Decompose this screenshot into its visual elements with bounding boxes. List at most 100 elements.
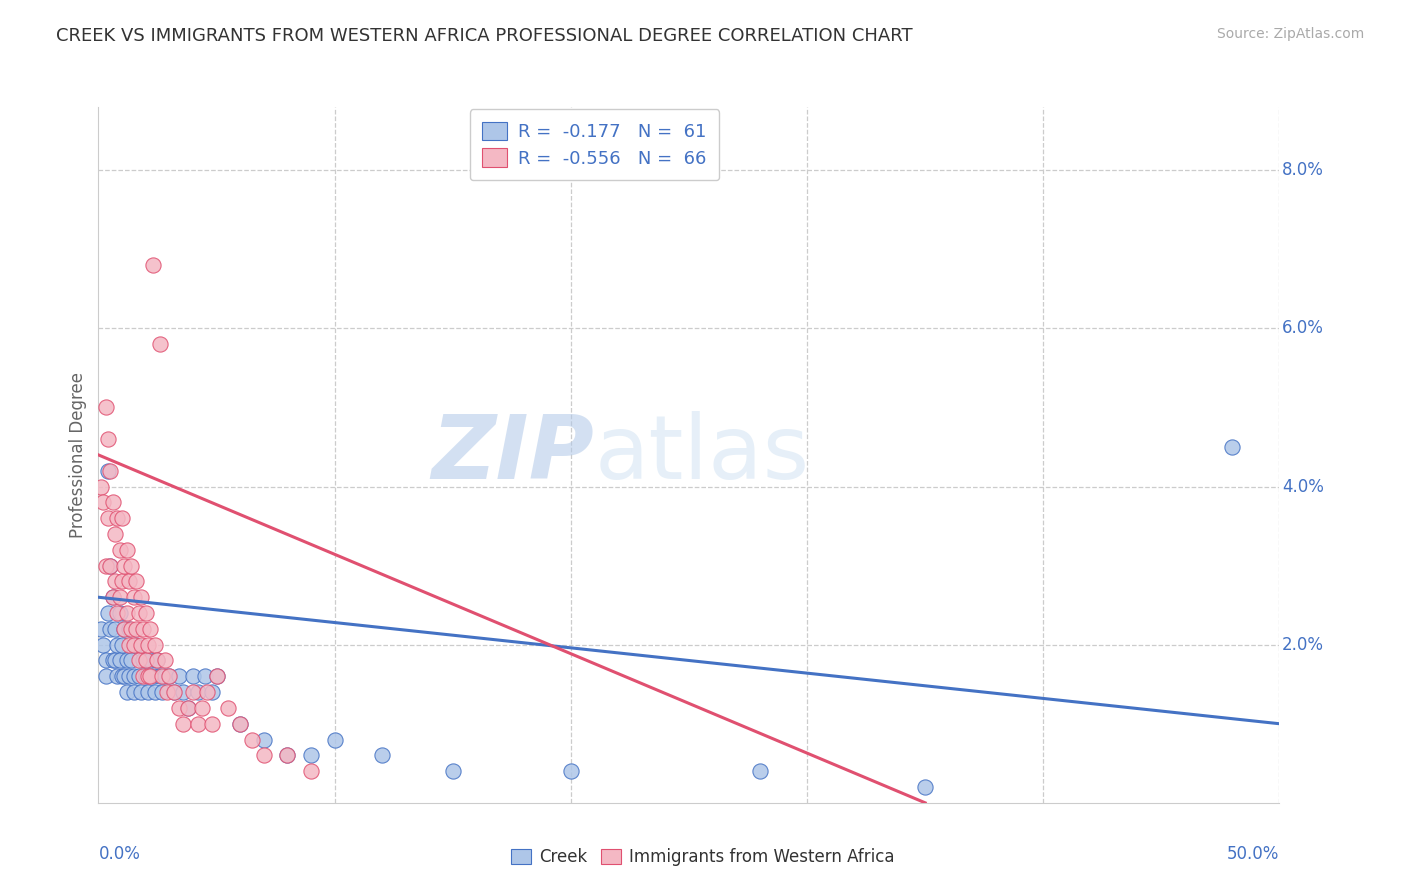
Point xyxy=(91,495,114,509)
Point xyxy=(136,638,159,652)
Point xyxy=(153,653,176,667)
Text: 50.0%: 50.0% xyxy=(1227,845,1279,863)
Point xyxy=(181,685,204,699)
Point xyxy=(276,748,298,763)
Point xyxy=(142,258,165,272)
Point xyxy=(125,622,148,636)
Point xyxy=(441,764,464,779)
Point xyxy=(143,638,166,652)
Point xyxy=(135,606,157,620)
Text: 6.0%: 6.0% xyxy=(1282,319,1323,337)
Point xyxy=(129,685,152,699)
Point xyxy=(115,606,138,620)
Point xyxy=(150,685,173,699)
Point xyxy=(98,464,121,478)
Point xyxy=(195,685,218,699)
Point xyxy=(97,606,120,620)
Point xyxy=(187,716,209,731)
Point xyxy=(121,653,143,667)
Point xyxy=(104,622,127,636)
Point xyxy=(128,669,150,683)
Point xyxy=(276,748,298,763)
Point xyxy=(201,716,224,731)
Point xyxy=(139,653,162,667)
Point xyxy=(108,591,131,605)
Point xyxy=(371,748,394,763)
Point xyxy=(122,669,145,683)
Point xyxy=(104,574,127,589)
Point xyxy=(101,591,124,605)
Point xyxy=(118,574,141,589)
Text: 0.0%: 0.0% xyxy=(98,845,141,863)
Point xyxy=(163,685,186,699)
Point xyxy=(101,495,124,509)
Point xyxy=(187,685,209,699)
Point xyxy=(177,701,200,715)
Point xyxy=(156,685,179,699)
Point xyxy=(125,638,148,652)
Point xyxy=(217,701,239,715)
Point xyxy=(163,685,186,699)
Point xyxy=(118,622,141,636)
Point xyxy=(139,622,162,636)
Point xyxy=(181,669,204,683)
Text: 8.0%: 8.0% xyxy=(1282,161,1323,179)
Point xyxy=(299,764,322,779)
Point xyxy=(136,685,159,699)
Point xyxy=(205,669,228,683)
Point xyxy=(135,653,157,667)
Point xyxy=(129,638,152,652)
Point xyxy=(101,591,124,605)
Point xyxy=(229,716,252,731)
Point xyxy=(128,606,150,620)
Text: 2.0%: 2.0% xyxy=(1282,636,1324,654)
Point xyxy=(132,669,155,683)
Point xyxy=(172,685,194,699)
Point xyxy=(129,591,152,605)
Point xyxy=(121,558,143,573)
Point xyxy=(157,669,180,683)
Point xyxy=(97,511,120,525)
Point xyxy=(97,432,120,446)
Point xyxy=(108,606,131,620)
Text: Source: ZipAtlas.com: Source: ZipAtlas.com xyxy=(1216,27,1364,41)
Point xyxy=(111,669,134,683)
Point xyxy=(139,669,162,683)
Point xyxy=(94,558,117,573)
Point xyxy=(122,591,145,605)
Text: 4.0%: 4.0% xyxy=(1282,477,1323,496)
Point xyxy=(105,606,128,620)
Point xyxy=(115,685,138,699)
Point xyxy=(90,622,112,636)
Legend: Creek, Immigrants from Western Africa: Creek, Immigrants from Western Africa xyxy=(503,840,903,875)
Point xyxy=(94,401,117,415)
Point xyxy=(229,716,252,731)
Point xyxy=(1220,440,1243,454)
Point xyxy=(112,622,135,636)
Point xyxy=(146,653,169,667)
Point xyxy=(118,638,141,652)
Point xyxy=(149,337,172,351)
Point xyxy=(104,653,127,667)
Point xyxy=(560,764,582,779)
Point xyxy=(167,701,190,715)
Point xyxy=(125,574,148,589)
Point xyxy=(132,622,155,636)
Point xyxy=(91,638,114,652)
Point xyxy=(142,669,165,683)
Point xyxy=(112,622,135,636)
Point xyxy=(105,638,128,652)
Point xyxy=(101,653,124,667)
Point xyxy=(177,701,200,715)
Point xyxy=(111,574,134,589)
Point xyxy=(157,669,180,683)
Point xyxy=(201,685,224,699)
Point xyxy=(115,542,138,557)
Point xyxy=(143,685,166,699)
Point xyxy=(98,558,121,573)
Point xyxy=(105,669,128,683)
Text: ZIP: ZIP xyxy=(432,411,595,499)
Point xyxy=(94,653,117,667)
Point xyxy=(253,732,276,747)
Point xyxy=(122,685,145,699)
